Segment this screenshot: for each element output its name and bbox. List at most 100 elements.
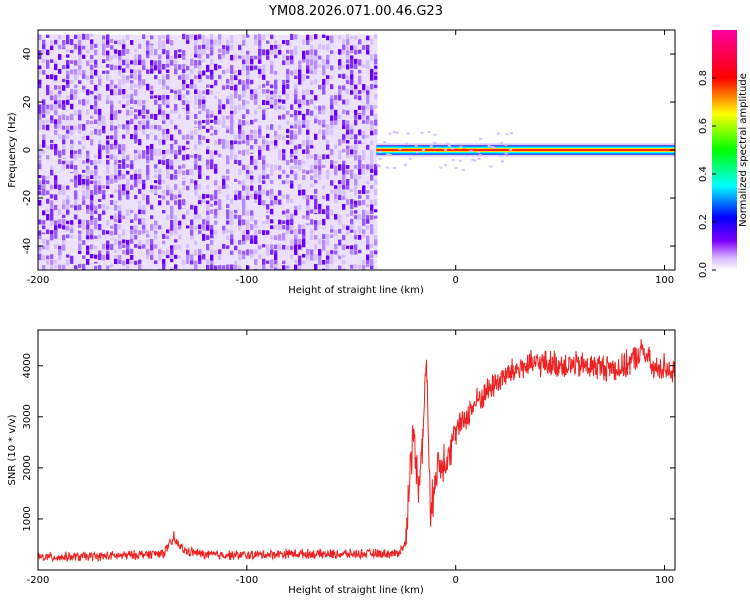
noise-cell — [214, 225, 218, 236]
noise-cell — [62, 190, 66, 198]
noise-cell — [202, 125, 206, 130]
noise-cell — [78, 129, 82, 134]
noise-cell — [130, 195, 134, 203]
noise-cell — [250, 254, 254, 258]
noise-cell — [306, 194, 310, 204]
noise-cell — [334, 229, 338, 239]
noise-cell — [346, 69, 350, 75]
noise-cell — [114, 249, 118, 253]
noise-cell — [90, 228, 94, 237]
noise-cell — [174, 204, 178, 215]
noise-cell — [294, 83, 298, 94]
noise-cell — [318, 49, 322, 57]
noise-cell — [86, 270, 89, 279]
noise-cell — [74, 150, 78, 157]
noise-cell — [150, 60, 154, 68]
noise-cell — [94, 114, 98, 119]
noise-cell — [46, 180, 50, 187]
noise-cell — [278, 178, 282, 189]
noise-cell — [170, 165, 174, 171]
noise-cell — [226, 235, 230, 241]
signal-speckle — [376, 163, 380, 166]
noise-cell — [38, 190, 42, 198]
noise-cell — [342, 44, 346, 51]
noise-cell — [254, 235, 258, 246]
noise-cell — [38, 194, 42, 203]
noise-cell — [330, 120, 334, 129]
noise-cell — [270, 259, 274, 269]
noise-cell — [110, 64, 114, 71]
noise-cell — [70, 39, 74, 47]
noise-cell — [230, 234, 234, 244]
noise-cell — [122, 144, 126, 152]
noise-cell — [54, 104, 58, 114]
noise-cell — [142, 114, 146, 119]
noise-cell — [174, 225, 178, 235]
noise-cell — [214, 254, 218, 265]
noise-cell — [374, 154, 378, 159]
noise-cell — [258, 254, 262, 260]
noise-cell — [134, 260, 138, 266]
noise-cell — [38, 94, 42, 104]
noise-cell — [258, 160, 262, 171]
noise-cell — [258, 134, 262, 139]
noise-cell — [366, 180, 370, 185]
noise-cell — [170, 239, 174, 250]
noise-cell — [346, 55, 350, 65]
noise-cell — [50, 259, 54, 266]
noise-cell — [362, 179, 366, 190]
noise-cell — [98, 194, 102, 199]
snr-x-label: Height of straight line (km) — [288, 585, 424, 596]
noise-cell — [294, 235, 298, 244]
noise-cell — [158, 134, 162, 139]
noise-cell — [346, 94, 350, 102]
noise-cell — [282, 73, 286, 79]
noise-cell — [350, 95, 354, 100]
noise-cell — [142, 234, 146, 242]
noise-cell — [346, 130, 350, 135]
noise-cell — [194, 139, 198, 148]
noise-cell — [186, 199, 190, 208]
noise-cell — [218, 89, 222, 96]
noise-cell — [162, 199, 166, 210]
noise-cell — [106, 110, 110, 115]
noise-cell — [314, 214, 318, 220]
noise-cell — [78, 109, 82, 116]
noise-cell — [186, 249, 190, 258]
noise-cell — [234, 154, 238, 161]
noise-cell — [82, 235, 86, 240]
noise-cell — [374, 199, 378, 208]
noise-cell — [154, 244, 158, 249]
noise-cell — [118, 214, 122, 223]
noise-cell — [78, 83, 82, 89]
noise-cell — [314, 250, 318, 255]
noise-cell — [86, 104, 90, 108]
noise-cell — [142, 65, 146, 71]
noise-cell — [370, 89, 374, 98]
noise-cell — [310, 89, 314, 96]
noise-cell — [226, 194, 230, 201]
noise-cell — [234, 100, 238, 109]
noise-cell — [150, 90, 154, 95]
noise-cell — [314, 109, 318, 118]
noise-cell — [338, 184, 342, 194]
noise-cell — [70, 224, 74, 231]
noise-cell — [374, 75, 378, 85]
noise-cell — [254, 118, 258, 122]
noise-cell — [270, 98, 274, 104]
noise-cell — [290, 59, 294, 69]
noise-cell — [74, 135, 78, 143]
noise-cell — [194, 45, 198, 51]
noise-cell — [134, 183, 138, 188]
noise-cell — [74, 130, 78, 134]
noise-cell — [362, 55, 366, 64]
noise-cell — [122, 68, 126, 73]
noise-cell — [42, 204, 46, 209]
noise-cell — [126, 234, 130, 245]
noise-cell — [162, 150, 166, 158]
noise-cell — [190, 73, 194, 80]
noise-cell — [206, 38, 210, 48]
noise-cell — [174, 244, 178, 250]
noise-cell — [130, 93, 134, 103]
noise-cell — [70, 69, 74, 79]
